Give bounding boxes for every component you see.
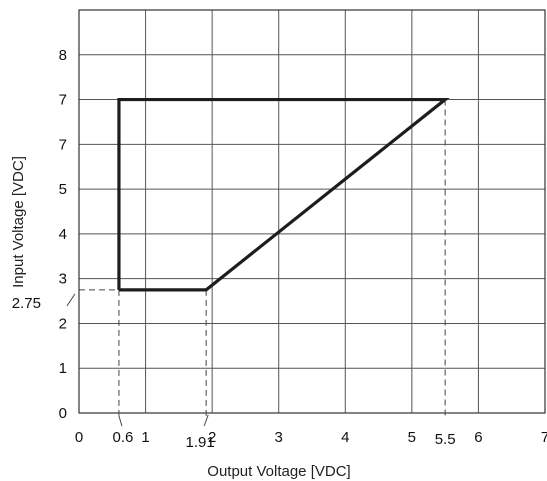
y-tick-label: 0	[59, 405, 67, 422]
x-tick-label: 2	[208, 429, 216, 446]
y-tick-label: 7	[59, 136, 67, 153]
reference-leader-mark	[66, 293, 76, 307]
y-tick-label: 2	[59, 315, 67, 332]
y-axis-title: Input Voltage [VDC]	[10, 156, 27, 288]
y-tick-label: 1	[59, 360, 67, 377]
y-tick-label: 5	[59, 181, 67, 198]
y-tick-label: 8	[59, 47, 67, 64]
x-axis-title: Output Voltage [VDC]	[207, 463, 350, 480]
reference-leader-mark	[203, 414, 209, 427]
operating-area-outline	[117, 97, 450, 292]
series	[117, 97, 450, 292]
reference-value-label: 2.75	[12, 295, 41, 312]
x-tick-label: 5	[408, 429, 416, 446]
y-tick-labels: 0 1 2 3 4 5 7 7 8	[59, 47, 67, 422]
y-tick-label: 3	[59, 271, 67, 288]
reference-lines	[66, 99, 446, 427]
y-tick-label: 4	[59, 226, 67, 243]
reference-labels: 0.6 1.91 5.5 2.75	[12, 295, 456, 451]
x-tick-label: 0	[75, 429, 83, 446]
reference-value-label: 1.91	[186, 434, 215, 451]
reference-leader-mark	[118, 415, 123, 427]
plot-border	[78, 9, 546, 414]
x-tick-label: 6	[474, 429, 482, 446]
plot-frame	[78, 9, 546, 414]
y-tick-label: 7	[59, 92, 67, 109]
x-tick-labels: 0 1 2 3 4 5 6 7	[75, 429, 547, 446]
grid	[79, 10, 545, 413]
reference-value-label: 0.6	[113, 429, 134, 446]
x-tick-label: 1	[141, 429, 149, 446]
reference-value-label: 5.5	[435, 431, 456, 448]
x-tick-label: 3	[275, 429, 283, 446]
x-tick-label: 4	[341, 429, 349, 446]
x-tick-label: 7	[541, 429, 547, 446]
